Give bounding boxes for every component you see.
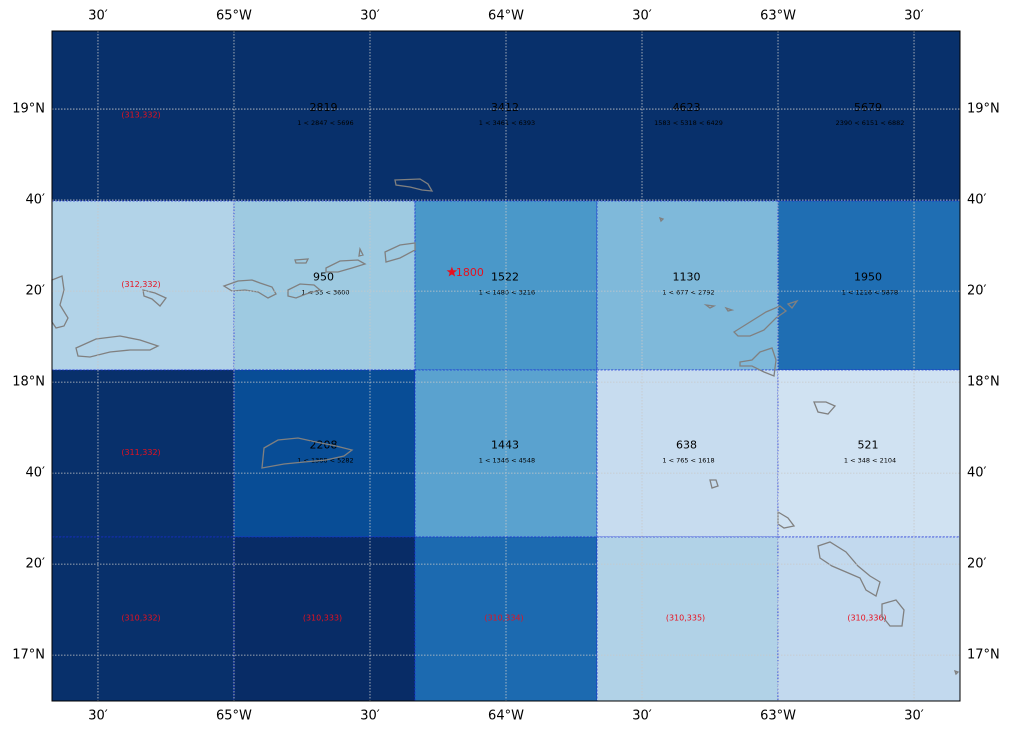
coastline [142, 279, 322, 307]
station-label: 1800 [456, 266, 484, 279]
lat-label-right: 17°N [967, 648, 1000, 663]
grid-cell [52, 31, 234, 201]
cell-count: 1443 [491, 439, 519, 452]
lat-label-right: 20′ [967, 284, 987, 299]
lat-label-left: 40′ [26, 466, 46, 481]
cell-count: 5679 [854, 101, 882, 114]
grid-cell [233, 200, 416, 371]
coastline [777, 510, 960, 676]
coastline [658, 216, 799, 377]
grid-cell [233, 536, 416, 702]
coastline [394, 178, 434, 192]
cell-index: (310,334) [484, 614, 523, 623]
lon-label-bottom: 30′ [632, 709, 652, 724]
lon-label-top: 30′ [632, 9, 652, 24]
lat-label-right: 40′ [967, 193, 987, 208]
cell-range: 1 < 2847 < 5696 [297, 119, 353, 127]
cell-count: 1950 [854, 271, 882, 284]
grid-cell [596, 369, 779, 538]
lon-label-bottom: 30′ [360, 709, 380, 724]
grid-cell [778, 31, 960, 201]
lat-label-right: 18°N [967, 375, 1000, 390]
lat-label-right: 40′ [967, 466, 987, 481]
cell-index: (313,332) [121, 111, 160, 120]
cell-range: 1 < 1216 < 5878 [842, 289, 898, 297]
lat-label-left: 19°N [12, 102, 45, 117]
cell-index: (310,332) [121, 614, 160, 623]
graticule [52, 31, 960, 701]
cell-index: (312,332) [121, 280, 160, 289]
cell-range: 1 < 1346 < 4548 [479, 457, 535, 465]
cell-index: (310,335) [666, 614, 705, 623]
coastline [294, 242, 416, 273]
lat-label-left: 20′ [26, 557, 46, 572]
lon-label-bottom: 65°W [216, 709, 252, 724]
station-marker [446, 266, 458, 277]
cell-count: 4623 [673, 101, 701, 114]
lon-label-top: 64°W [488, 9, 524, 24]
cell-count: 950 [313, 271, 334, 284]
coastlines [51, 178, 960, 676]
cell-range: 1 < 348 < 2104 [844, 457, 896, 465]
coastline [51, 275, 160, 358]
lat-label-left: 40′ [26, 193, 46, 208]
grid-cell [234, 31, 415, 201]
cell-index: (310,336) [847, 614, 886, 623]
lat-label-left: 18°N [12, 375, 45, 390]
grid-cell [51, 369, 235, 538]
lat-label-left: 20′ [26, 284, 46, 299]
cell-range: 1 < 1480 < 3216 [479, 289, 535, 297]
cell-index: (310,333) [303, 614, 342, 623]
lon-label-top: 30′ [88, 9, 108, 24]
cell-count: 2819 [310, 101, 338, 114]
cell-range: 1 < 55 < 3600 [301, 289, 349, 297]
map-frame [51, 30, 961, 702]
cell-range: 2390 < 6151 < 6882 [836, 119, 905, 127]
lon-label-top: 30′ [904, 9, 924, 24]
lon-label-top: 65°W [216, 9, 252, 24]
grid-cell [596, 200, 779, 371]
lon-label-top: 30′ [360, 9, 380, 24]
cell-range: 1 < 677 < 2792 [662, 289, 714, 297]
grid-cell [233, 369, 416, 538]
lat-label-right: 20′ [967, 557, 987, 572]
lat-label-left: 17°N [12, 648, 45, 663]
cell-count: 521 [858, 439, 879, 452]
grid-cell [777, 369, 961, 538]
lon-label-bottom: 30′ [904, 709, 924, 724]
cell-range: 1583 < 5318 < 6429 [654, 119, 723, 127]
grid-cell [777, 200, 961, 371]
lon-label-bottom: 64°W [488, 709, 524, 724]
cell-index: (311,332) [121, 448, 160, 457]
lat-label-right: 19°N [967, 102, 1000, 117]
cell-count: 3412 [491, 101, 519, 114]
lon-label-bottom: 63°W [760, 709, 796, 724]
grid-cell [596, 536, 779, 702]
lon-label-bottom: 30′ [88, 709, 108, 724]
grid-cell [597, 31, 778, 201]
cell-range: 1 < 3461 < 6393 [479, 119, 535, 127]
tick-labels: 30′ 30′ 65°W 65°W 30′ 30′ 64°W 64°W 30′ 30′ 63°W 63… [12, 9, 1000, 724]
coastline [261, 401, 837, 489]
cell-count: 1522 [491, 271, 519, 284]
cell-range: 1 < 765 < 1618 [662, 457, 714, 465]
lon-label-top: 63°W [760, 9, 796, 24]
grid-cell [51, 200, 235, 371]
cell-count: 1130 [673, 271, 701, 284]
cell-count: 638 [676, 439, 697, 452]
